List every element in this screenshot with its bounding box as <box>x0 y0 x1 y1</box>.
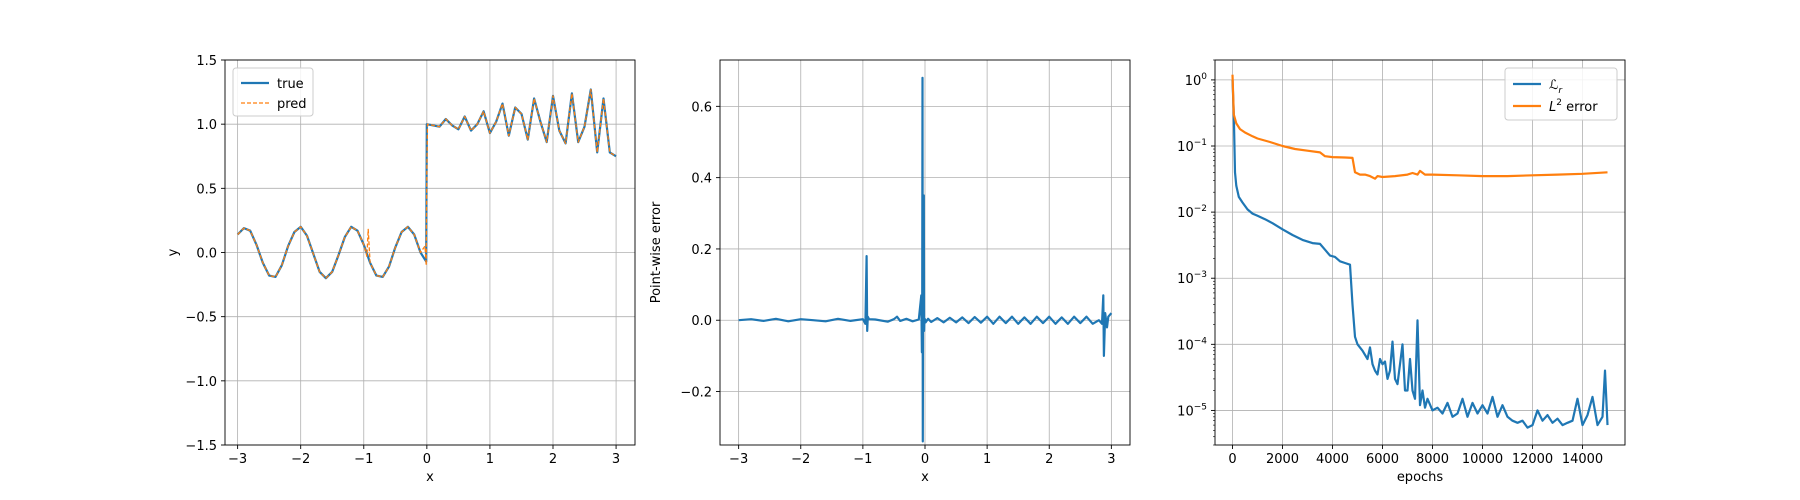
y-tick-label: 1.5 <box>196 54 217 69</box>
x-axis-label: epochs <box>1397 470 1444 485</box>
x-tick-label: 3 <box>1107 452 1115 467</box>
x-tick-label: 0 <box>921 452 929 467</box>
x-tick-label: −2 <box>791 452 810 467</box>
y-tick-label: −0.2 <box>680 386 712 401</box>
x-tick-label: 8000 <box>1416 452 1449 467</box>
x-tick-label: 2000 <box>1266 452 1299 467</box>
y-tick-label: 10−4 <box>1177 336 1207 353</box>
x-tick-label: 10000 <box>1462 452 1503 467</box>
y-tick-label: 10−1 <box>1177 138 1207 155</box>
x-tick-label: 0 <box>423 452 431 467</box>
legend-label: ℒr <box>1549 78 1563 96</box>
chart-middle-pointwise-error: −3 −2 −1 0 1 2 3 −0.2 0.0 0.2 0.4 0.6 x Point-wise er… <box>649 59 1131 485</box>
x-axis-label: x <box>426 470 434 485</box>
chart-right-training-curves: 0 2000 4000 6000 8000 10000 12000 14000 10−5 10−4… <box>1177 59 1626 485</box>
x-tick-label: −1 <box>853 452 872 467</box>
legend-label: pred <box>277 97 307 112</box>
x-tick-label: −1 <box>354 452 373 467</box>
x-tick-label: 2 <box>549 452 557 467</box>
y-tick-label: 100 <box>1185 72 1208 89</box>
x-tick-label: −2 <box>291 452 310 467</box>
y-tick-label: 0.0 <box>691 314 712 329</box>
series-line-1 <box>237 88 617 279</box>
x-tick-label: 2 <box>1045 452 1053 467</box>
legend <box>232 67 314 117</box>
x-tick-label: −3 <box>729 452 748 467</box>
x-tick-label: 4000 <box>1316 452 1349 467</box>
x-tick-label: 3 <box>612 452 620 467</box>
y-tick-label: −0.5 <box>185 311 217 326</box>
axes-frame <box>224 59 636 446</box>
x-tick-label: 0 <box>1228 452 1236 467</box>
y-tick-label: −1.0 <box>185 375 217 390</box>
y-tick-label: 0.2 <box>691 243 712 258</box>
x-tick-label: 1 <box>486 452 494 467</box>
y-axis-label: Point-wise error <box>649 201 664 303</box>
x-tick-label: 12000 <box>1512 452 1553 467</box>
y-tick-label: 0.0 <box>196 247 217 262</box>
y-tick-label: 0.6 <box>691 100 712 115</box>
series-group <box>738 76 1113 443</box>
axes-frame <box>719 59 1131 446</box>
y-tick-label: 0.4 <box>691 172 712 187</box>
y-tick-label: 10−3 <box>1177 270 1207 287</box>
y-tick-label: 10−2 <box>1177 204 1207 221</box>
x-tick-label: −3 <box>228 452 247 467</box>
series-line-0 <box>1231 79 1609 429</box>
y-axis-label: y <box>166 248 181 256</box>
series-group <box>1231 74 1609 429</box>
x-tick-label: 1 <box>983 452 991 467</box>
y-tick-label: 10−5 <box>1177 402 1207 419</box>
series-group <box>236 88 617 280</box>
legend-label: L2 error <box>1549 98 1598 115</box>
x-axis-label: x <box>921 470 929 485</box>
series-line-1 <box>1231 74 1608 180</box>
x-tick-label: 6000 <box>1366 452 1399 467</box>
y-tick-label: 0.5 <box>196 182 217 197</box>
axes-frame <box>1214 59 1626 446</box>
series-line-0 <box>738 76 1113 443</box>
legend-label: true <box>277 77 304 92</box>
y-tick-label: 1.0 <box>196 118 217 133</box>
y-tick-label: −1.5 <box>185 439 217 454</box>
chart-left-true-vs-pred: −3 −2 −1 0 1 2 3 −1.5 −1.0 −0.5 0.0 0.5 1.0 1.5 x y true… <box>166 54 636 485</box>
x-tick-label: 14000 <box>1562 452 1603 467</box>
